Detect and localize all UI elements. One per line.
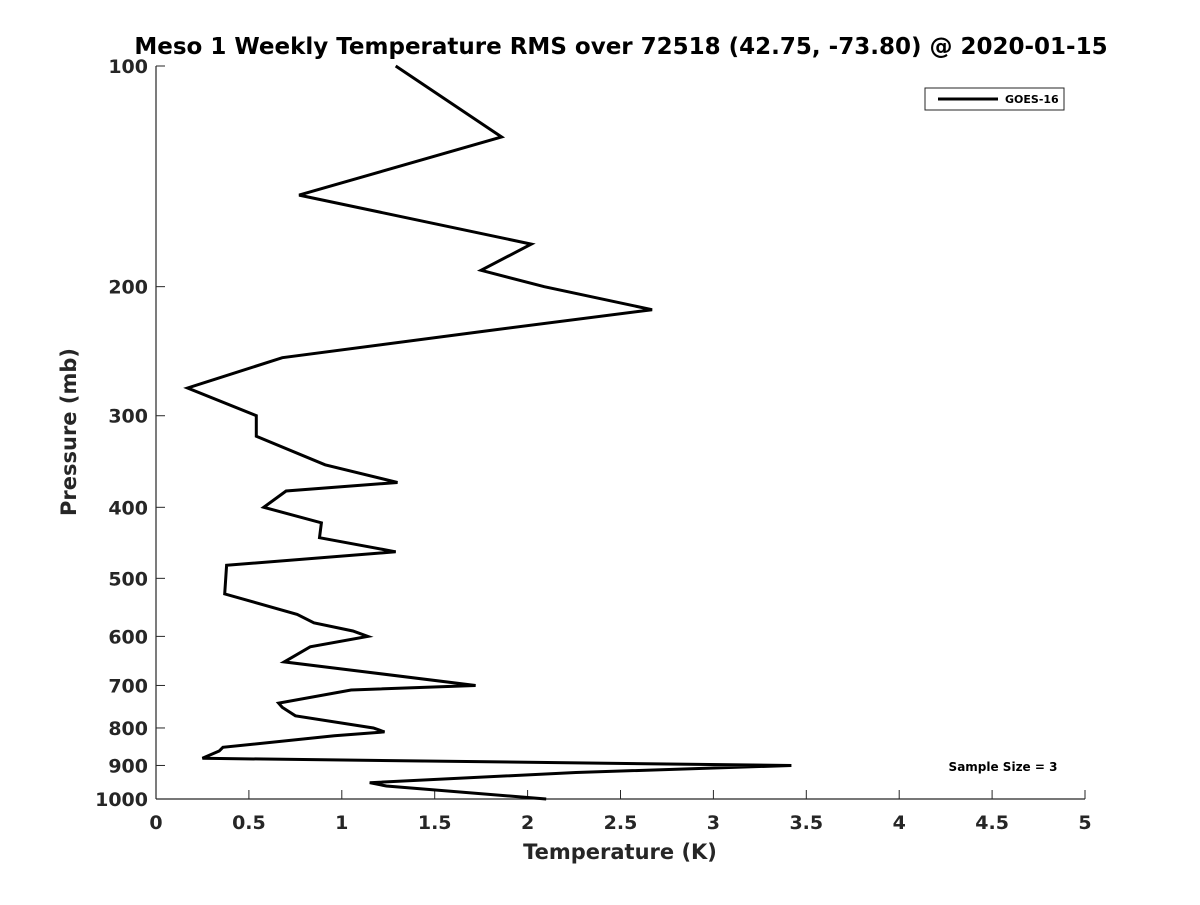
x-tick-label: 3 xyxy=(707,812,720,834)
x-tick-label: 5 xyxy=(1078,812,1091,834)
x-tick-label: 2.5 xyxy=(604,812,638,834)
y-axis-ticks: 100 200 300 400 500 600 700 800 900 1000 xyxy=(95,56,165,811)
y-tick-label: 700 xyxy=(108,675,148,697)
series-goes-16 xyxy=(188,66,792,799)
sample-size-annotation: Sample Size = 3 xyxy=(949,760,1058,774)
y-tick-label: 300 xyxy=(108,406,148,428)
x-tick-label: 2 xyxy=(521,812,534,834)
x-tick-label: 3.5 xyxy=(789,812,823,834)
series-line-goes-16 xyxy=(188,66,792,799)
x-tick-label: 0.5 xyxy=(232,812,266,834)
x-tick-label: 1.5 xyxy=(418,812,452,834)
x-axis-label: Temperature (K) xyxy=(523,840,717,864)
series-layer xyxy=(188,66,792,799)
y-tick-label: 1000 xyxy=(95,789,148,811)
y-tick-label: 500 xyxy=(108,568,148,590)
x-tick-label: 4 xyxy=(893,812,906,834)
legend: GOES-16 xyxy=(925,88,1064,110)
y-tick-label: 900 xyxy=(108,755,148,777)
y-tick-label: 200 xyxy=(108,277,148,299)
y-tick-label: 400 xyxy=(108,497,148,519)
y-tick-label: 600 xyxy=(108,626,148,648)
x-tick-label: 0 xyxy=(149,812,162,834)
x-tick-label: 1 xyxy=(335,812,348,834)
y-tick-label: 100 xyxy=(108,56,148,78)
x-axis-ticks: 0 0.5 1 1.5 2 2.5 3 3.5 4 4.5 5 xyxy=(149,790,1091,834)
chart-title: Meso 1 Weekly Temperature RMS over 72518… xyxy=(134,34,1107,60)
x-tick-label: 4.5 xyxy=(975,812,1009,834)
y-axis-label: Pressure (mb) xyxy=(57,348,81,516)
legend-entry-goes-16: GOES-16 xyxy=(1005,93,1059,106)
y-tick-label: 800 xyxy=(108,718,148,740)
plot-axes xyxy=(156,66,1085,799)
